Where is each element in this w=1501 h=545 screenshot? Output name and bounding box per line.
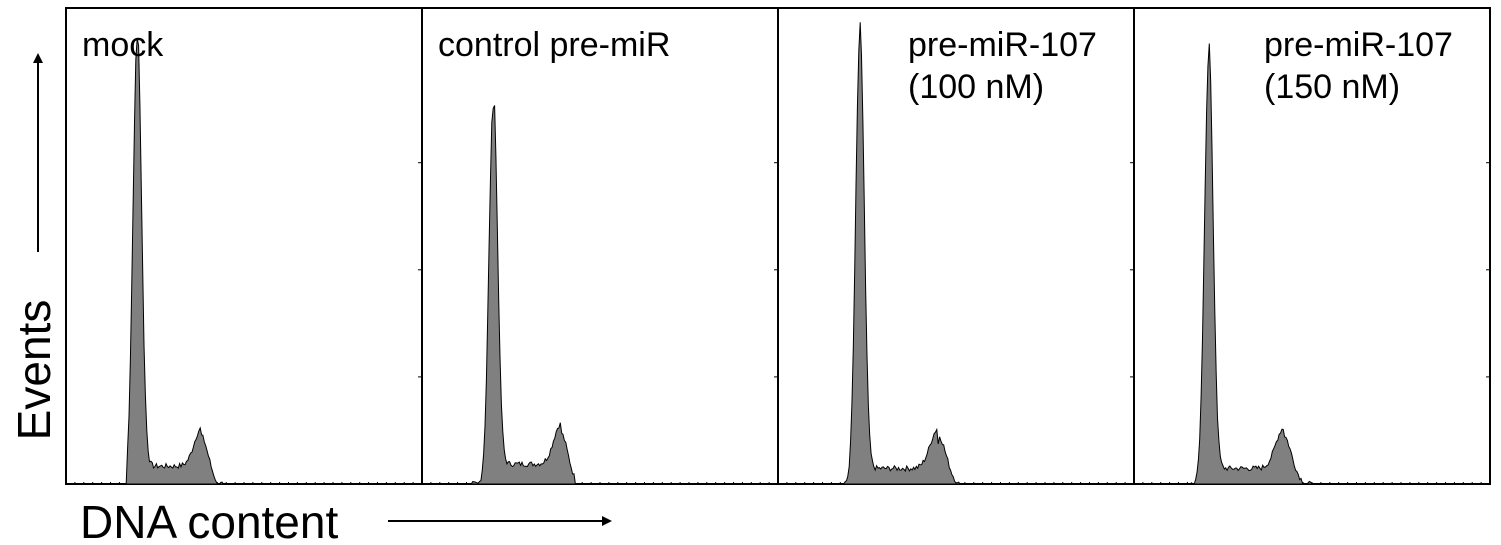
- panel-label-line: mock: [82, 26, 164, 64]
- panel-label-line: control pre-miR: [438, 26, 670, 64]
- histogram-area: [422, 105, 778, 485]
- panel-label-line: pre-miR-107: [908, 26, 1097, 64]
- panel-label: control pre-miR: [438, 26, 670, 64]
- panel-label-line: pre-miR-107: [1264, 26, 1453, 64]
- histogram-panels: mock control pre-miR pre-miR-107 (100 nM)pr…: [65, 7, 1491, 485]
- y-axis-label: Events: [8, 300, 60, 441]
- panel-label: pre-miR-107 (150 nM): [1264, 26, 1453, 106]
- histogram-panel: mock: [65, 7, 423, 485]
- panel-label-line: (100 nM): [908, 68, 1044, 106]
- panel-label: mock: [82, 26, 164, 64]
- histogram-area: [66, 38, 422, 485]
- panel-label: pre-miR-107 (100 nM): [908, 26, 1097, 106]
- histogram-area: [778, 22, 1134, 485]
- histogram-panel: control pre-miR: [421, 7, 779, 485]
- panel-frame: [421, 7, 779, 485]
- histogram-panel: pre-miR-107 (100 nM): [777, 7, 1135, 485]
- histogram-panel: pre-miR-107 (150 nM): [1133, 7, 1491, 485]
- panel-frame: [65, 7, 423, 485]
- panel-label-line: (150 nM): [1264, 68, 1400, 106]
- x-axis-label: DNA content: [80, 496, 338, 545]
- histogram-area: [1134, 43, 1490, 485]
